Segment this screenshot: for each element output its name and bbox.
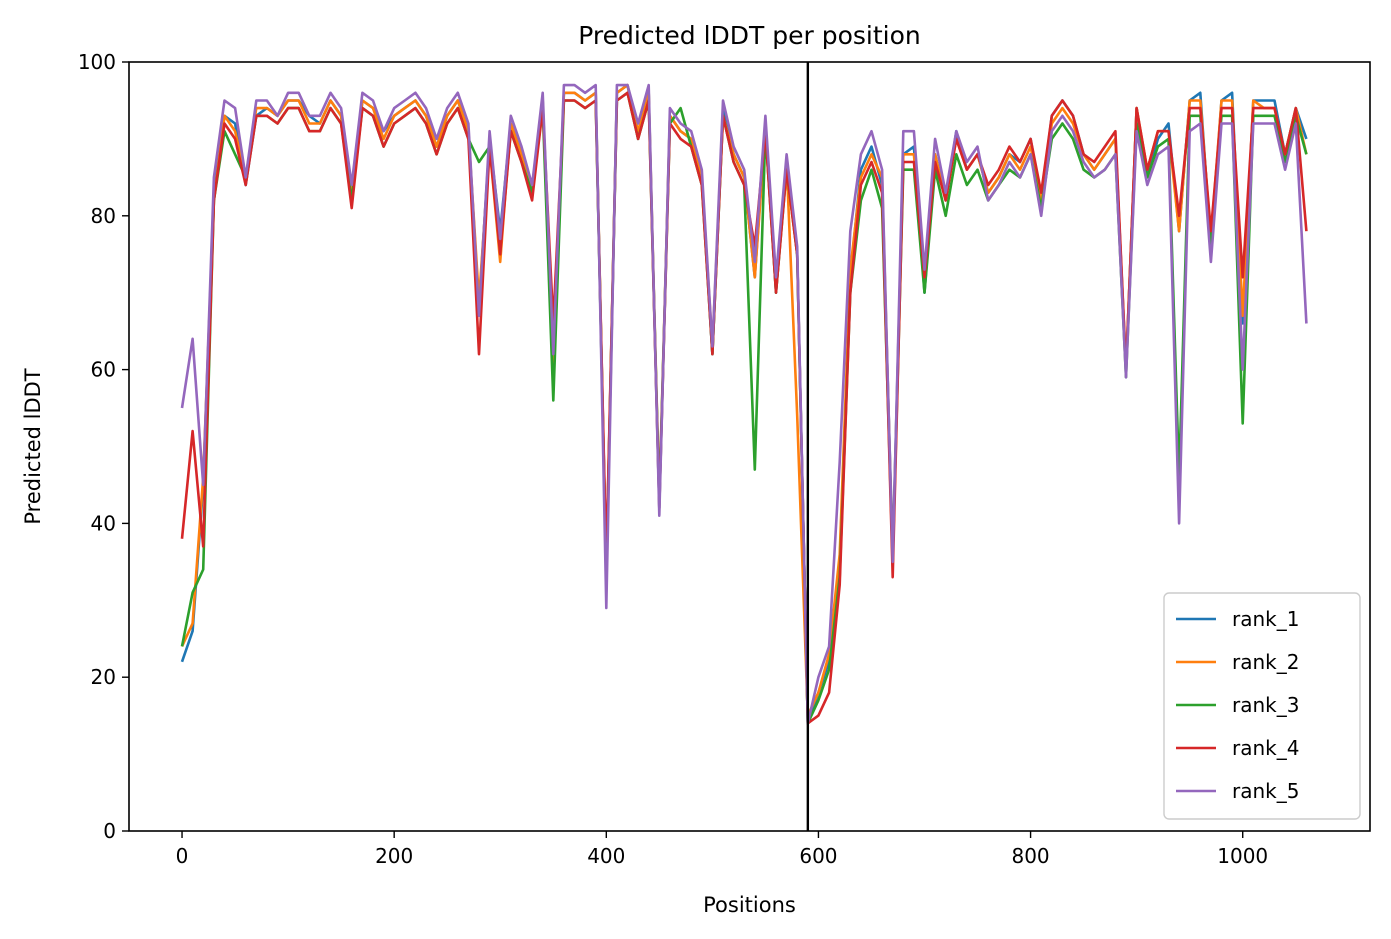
x-tick-label: 400 (587, 844, 625, 868)
legend-box (1163, 592, 1361, 820)
x-axis-label: Positions (703, 893, 796, 917)
y-tick-label: 100 (78, 50, 116, 74)
y-tick-label: 60 (91, 358, 116, 382)
legend-label-rank_1: rank_1 (1232, 607, 1299, 631)
legend-label-rank_2: rank_2 (1232, 650, 1299, 674)
x-axis-ticks: 0 200 400 600 800 1000 (176, 831, 1268, 868)
legend-label-rank_3: rank_3 (1232, 693, 1299, 717)
y-tick-label: 80 (91, 204, 116, 228)
series-lines (180, 83, 1308, 725)
axes-frame (128, 61, 1371, 832)
y-tick-label: 40 (91, 511, 116, 535)
legend-label-rank_5: rank_5 (1232, 779, 1299, 803)
y-tick-label: 0 (103, 819, 116, 843)
x-tick-label: 1000 (1217, 844, 1268, 868)
chart-title: Predicted lDDT per position (578, 21, 920, 50)
series-line-rank_5 (180, 83, 1308, 725)
x-tick-label: 0 (176, 844, 189, 868)
legend-label-rank_4: rank_4 (1232, 736, 1299, 760)
legend: rank_1 rank_2 rank_3 rank_4 rank_5 (1163, 592, 1361, 820)
y-axis-label: Predicted lDDT (21, 368, 45, 524)
x-tick-label: 600 (799, 844, 837, 868)
x-tick-label: 200 (375, 844, 413, 868)
y-tick-label: 20 (91, 665, 116, 689)
x-tick-label: 800 (1011, 844, 1049, 868)
y-axis-ticks: 0 20 40 60 80 100 (78, 50, 129, 843)
